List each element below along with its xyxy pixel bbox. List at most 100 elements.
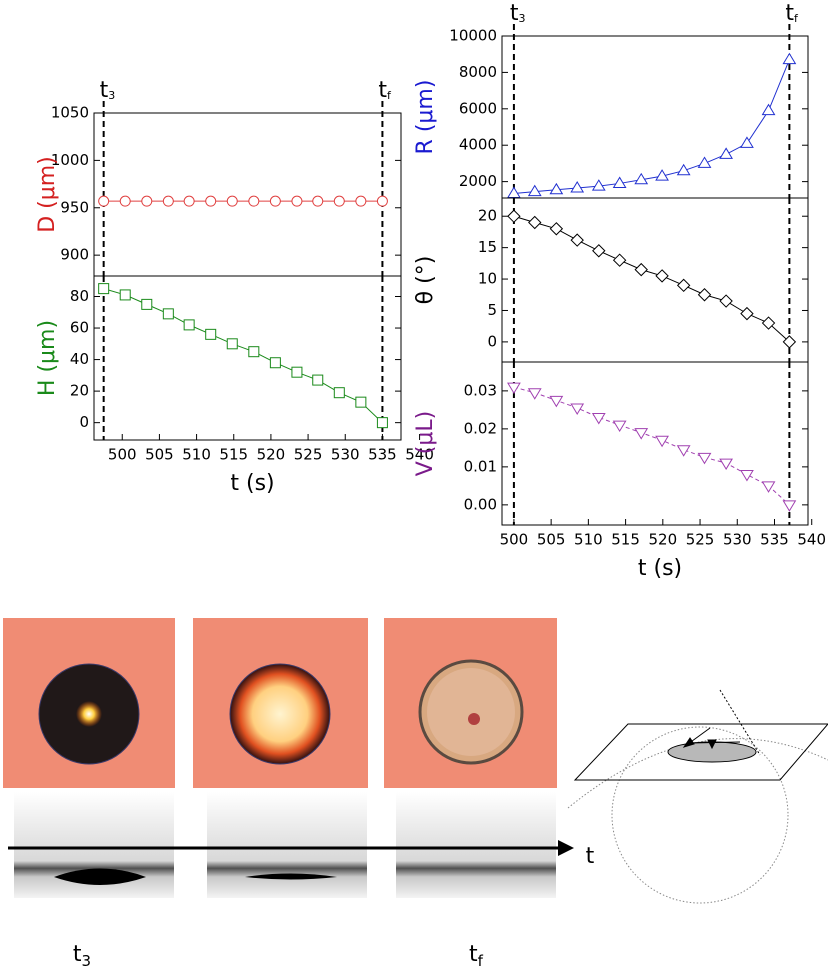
timeline-start-t: t [73, 942, 82, 967]
marker [591, 412, 606, 425]
marker [205, 195, 217, 207]
y-tick-label: 0 [487, 332, 497, 350]
marker [570, 233, 584, 247]
y-tick-label: 5 [487, 301, 497, 319]
x-tick-label: 530 [331, 446, 360, 464]
event-label-sub: f [387, 89, 392, 102]
timeline-start-sub: 3 [82, 952, 92, 970]
x-axis-label: t (s) [638, 556, 682, 581]
marker [269, 195, 281, 207]
y-tick-label: 10 [478, 270, 497, 288]
y-tick-label: 80 [70, 287, 89, 305]
marker [676, 445, 691, 457]
marker [312, 195, 324, 207]
marker [119, 195, 131, 207]
event-label: tf [785, 1, 799, 26]
marker [98, 283, 110, 295]
y-tick-label: 60 [70, 319, 89, 337]
y-tick-label: 1000 [51, 151, 89, 169]
marker [98, 195, 110, 207]
event-label-sub: f [794, 12, 799, 25]
marker [570, 181, 585, 193]
plot-frame [501, 197, 809, 363]
marker [591, 179, 606, 191]
timeline-axis-label: t [586, 844, 595, 869]
y-tick-label: 40 [70, 350, 89, 368]
y-tick-label: 6000 [459, 99, 497, 117]
geometry-diagram [567, 689, 828, 904]
marker [507, 209, 521, 223]
marker [782, 335, 797, 349]
marker [226, 338, 238, 350]
x-tick-label: 515 [219, 446, 248, 464]
marker [376, 195, 388, 207]
marker [248, 195, 260, 207]
marker [634, 262, 648, 277]
photo-top-views [3, 618, 557, 788]
plot-frame [501, 35, 809, 199]
series-line [513, 215, 790, 343]
y-axis-label: θ (°) [413, 256, 438, 305]
marker [527, 388, 542, 400]
marker [355, 396, 367, 408]
marker [612, 420, 627, 433]
x-tick-label: 530 [723, 531, 752, 549]
y-axis-label: R (μm) [413, 80, 438, 155]
y-tick-label: 20 [70, 382, 89, 400]
marker [719, 147, 733, 159]
marker [676, 278, 691, 293]
marker [291, 195, 303, 207]
marker [634, 172, 649, 185]
time-arrow-head [558, 840, 574, 856]
y-tick-label: 4000 [459, 136, 497, 154]
marker [507, 186, 521, 198]
marker [248, 346, 260, 358]
y-tick-label: 0.02 [464, 419, 497, 437]
marker [740, 136, 754, 148]
marker [719, 294, 733, 308]
x-tick-label: 540 [405, 446, 434, 464]
plot-frame [501, 361, 809, 526]
y-tick-label: 0.00 [464, 495, 497, 513]
x-tick-label: 500 [108, 446, 137, 464]
plot-frame [93, 275, 402, 441]
x-tick-label: 510 [182, 446, 211, 464]
y-axis-label: V (μL) [413, 411, 438, 476]
marker [761, 481, 776, 493]
marker [697, 288, 712, 302]
marker [141, 298, 153, 310]
x-tick-label: 535 [760, 531, 789, 549]
y-tick-label: 20 [478, 207, 497, 225]
marker [612, 176, 627, 188]
marker [183, 195, 195, 207]
marker [291, 366, 303, 378]
y-tick-label: 0.01 [464, 457, 497, 475]
marker [183, 319, 195, 331]
y-tick-label: 0.03 [464, 381, 497, 399]
marker [527, 184, 542, 197]
x-tick-label: 515 [611, 531, 640, 549]
x-tick-label: 505 [537, 531, 566, 549]
marker [269, 357, 281, 369]
marker [761, 316, 776, 330]
x-axis-label: t (s) [230, 471, 274, 496]
plot-frame [93, 112, 402, 277]
x-tick-label: 540 [797, 531, 826, 549]
event-label-t: t [785, 1, 794, 26]
marker [740, 306, 754, 321]
event-label-sub: 3 [108, 89, 115, 102]
marker [761, 103, 776, 116]
timeline-end: tf [469, 942, 484, 970]
x-tick-label: 500 [500, 531, 529, 549]
y-tick-label: 1050 [51, 104, 89, 122]
marker [528, 215, 542, 230]
x-tick-label: 520 [257, 446, 286, 464]
marker [376, 417, 388, 429]
y-tick-label: 950 [60, 198, 89, 216]
y-tick-label: 10000 [449, 27, 497, 45]
event-label: tf [378, 78, 392, 103]
marker [549, 182, 564, 195]
marker [592, 244, 606, 258]
event-label-t: t [100, 78, 109, 103]
